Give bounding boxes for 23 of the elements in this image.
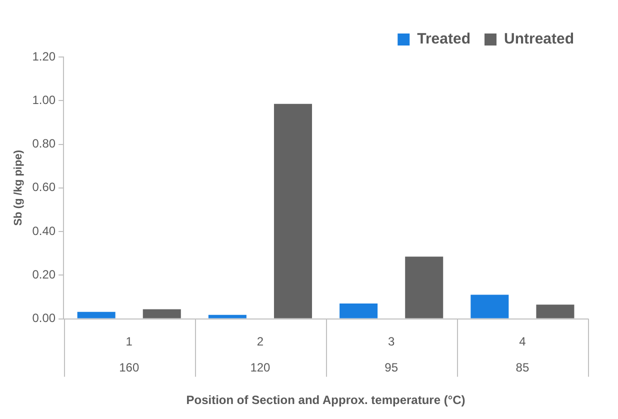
legend-label: Untreated (504, 30, 574, 48)
x-tick-label: 2 120 (250, 334, 271, 375)
legend-label: Treated (417, 30, 470, 48)
bar (142, 309, 181, 318)
y-tick-label: 0.40 (32, 224, 56, 238)
bar (405, 256, 444, 318)
x-tick-label: 4 85 (516, 334, 530, 375)
bar (77, 312, 116, 318)
x-tick-label: 1 160 (119, 334, 140, 375)
bar (274, 104, 312, 318)
y-axis-title: Sb (g /kg pipe) (12, 150, 25, 226)
y-tick-label: 0.60 (32, 180, 56, 194)
bar (470, 294, 509, 318)
y-tick-label: 0.80 (32, 136, 56, 151)
bar (536, 304, 574, 318)
y-tick-label: 0.20 (32, 267, 56, 282)
y-tick-label: 0.00 (32, 311, 56, 326)
bar (340, 304, 378, 318)
y-tick-label: 1.00 (32, 92, 56, 107)
x-tick-label: 3 95 (384, 334, 398, 375)
bar (208, 314, 246, 318)
x-axis-title: Position of Section and Approx. temperature (°C) (186, 393, 466, 408)
y-tick-label: 1.20 (32, 49, 56, 64)
